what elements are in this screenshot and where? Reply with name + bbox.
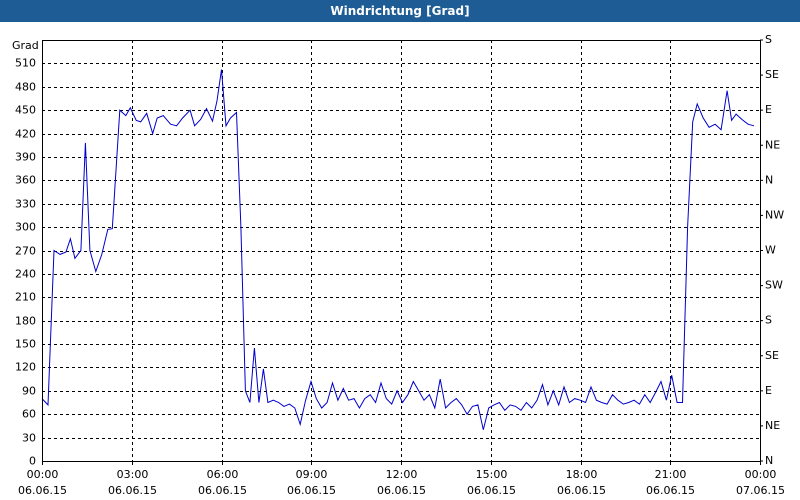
y-tick-label: 270 xyxy=(15,245,36,258)
y-tick-label: 300 xyxy=(15,221,36,234)
x-tick-date: 06.06.15 xyxy=(108,484,157,497)
y-tick-label: 60 xyxy=(22,408,36,421)
y2-tick-label: S xyxy=(765,33,772,46)
x-tick-label: 15:00 xyxy=(476,468,508,481)
y2-tick-label: E xyxy=(765,384,772,397)
x-tick-date: 06.06.15 xyxy=(287,484,336,497)
y-tick-label: 210 xyxy=(15,291,36,304)
y-tick-label: 180 xyxy=(15,315,36,328)
x-tick-date: 06.06.15 xyxy=(557,484,606,497)
y2-tick-label: N xyxy=(765,173,773,186)
y2-tick-label: NW xyxy=(765,208,784,221)
y2-tick-label: SE xyxy=(765,349,779,362)
x-tick-label: 03:00 xyxy=(117,468,149,481)
x-tick-date: 06.06.15 xyxy=(467,484,516,497)
y-axis-label: Grad xyxy=(12,39,39,52)
y-tick-label: 510 xyxy=(15,57,36,70)
y2-tick-label: SE xyxy=(765,68,779,81)
data-line xyxy=(41,69,755,430)
y2-tick-label: NE xyxy=(765,419,780,432)
y-tick-label: 120 xyxy=(15,361,36,374)
x-tick-label: 12:00 xyxy=(386,468,418,481)
y-tick-label: 150 xyxy=(15,338,36,351)
y2-tick-label: S xyxy=(765,314,772,327)
plot-border xyxy=(42,40,761,462)
y-tick-label: 240 xyxy=(15,268,36,281)
x-tick-date: 06.06.15 xyxy=(377,484,426,497)
y2-tick-label: NE xyxy=(765,138,780,151)
x-tick-label: 18:00 xyxy=(566,468,598,481)
y-tick-label: 480 xyxy=(15,81,36,94)
y2-tick-label: SW xyxy=(765,279,783,292)
y2-tick-label: W xyxy=(765,244,776,257)
x-tick-label: 06:00 xyxy=(207,468,239,481)
y-tick-label: 0 xyxy=(29,455,36,468)
x-tick-date: 06.06.15 xyxy=(198,484,247,497)
x-tick-label: 00:00 xyxy=(745,468,777,481)
y2-tick-label: E xyxy=(765,103,772,116)
y-tick-label: 360 xyxy=(15,174,36,187)
title-bar: Windrichtung [Grad] xyxy=(0,0,800,22)
x-tick-label: 00:00 xyxy=(27,468,59,481)
x-tick-label: 21:00 xyxy=(655,468,687,481)
y-tick-label: 90 xyxy=(22,385,36,398)
y-tick-label: 330 xyxy=(15,198,36,211)
y-tick-label: 450 xyxy=(15,104,36,117)
y2-tick-label: N xyxy=(765,454,773,467)
y-tick-label: 30 xyxy=(22,432,36,445)
x-tick-date: 07.06.15 xyxy=(736,484,785,497)
y-tick-label: 420 xyxy=(15,128,36,141)
x-tick-label: 09:00 xyxy=(296,468,328,481)
y-tick-label: 390 xyxy=(15,151,36,164)
x-tick-date: 06.06.15 xyxy=(646,484,695,497)
x-tick-date: 06.06.15 xyxy=(18,484,67,497)
